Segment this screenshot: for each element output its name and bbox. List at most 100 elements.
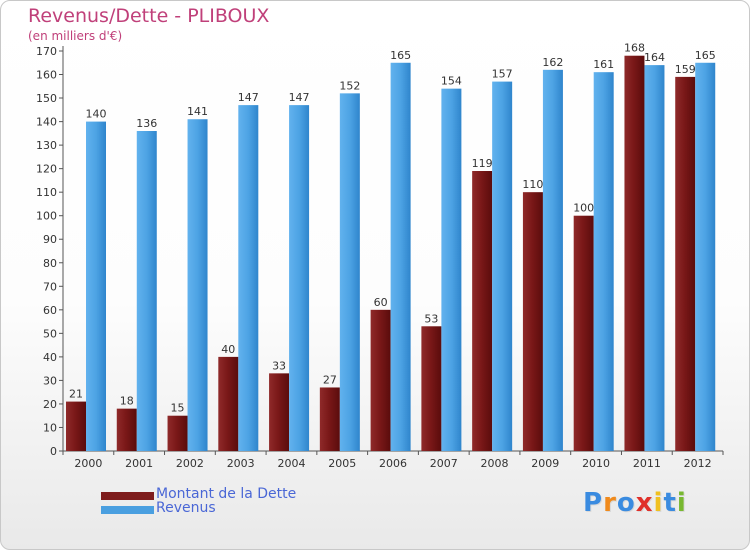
logo-letter: o xyxy=(616,488,636,518)
data-label: 168 xyxy=(624,42,645,55)
data-label: 164 xyxy=(644,51,665,64)
chart-title: Revenus/Dette - PLIBOUX xyxy=(28,5,270,27)
data-label: 157 xyxy=(492,68,513,81)
x-tick-label: 2007 xyxy=(430,457,458,470)
bar-debt xyxy=(269,373,290,451)
y-tick-label: 10 xyxy=(43,421,57,434)
x-tick-label: 2011 xyxy=(633,457,661,470)
y-tick-label: 20 xyxy=(43,398,57,411)
data-label: 100 xyxy=(573,202,594,215)
bar-revenue xyxy=(441,88,462,451)
data-label: 165 xyxy=(390,49,411,62)
x-tick-label: 2003 xyxy=(227,457,255,470)
data-labels: 21 140 18 136 15 141 40 147 33 147 27 152 60 165 53 154… xyxy=(69,42,716,415)
bar-debt xyxy=(66,401,86,451)
data-label: 141 xyxy=(187,105,208,118)
bar-revenue xyxy=(542,69,563,451)
bar-revenue xyxy=(187,119,208,451)
data-label: 162 xyxy=(542,56,563,69)
bar-revenue xyxy=(492,81,513,452)
x-tick-label: 2010 xyxy=(582,457,610,470)
bar-debt xyxy=(421,326,442,451)
bar-revenue xyxy=(289,105,310,451)
data-label: 159 xyxy=(675,63,696,76)
data-label: 161 xyxy=(593,58,614,71)
data-label: 119 xyxy=(472,157,493,170)
x-tick-label: 2000 xyxy=(74,457,102,470)
data-label: 136 xyxy=(136,117,157,130)
bar-revenue xyxy=(644,65,665,451)
legend-swatch-debt xyxy=(101,492,154,500)
logo-letter: i xyxy=(653,488,664,518)
data-label: 110 xyxy=(522,178,543,191)
x-tick-label: 2009 xyxy=(531,457,559,470)
logo-letter: P xyxy=(583,488,604,518)
logo-letter: x xyxy=(635,488,654,518)
y-tick-label: 70 xyxy=(43,280,57,293)
y-tick-label: 130 xyxy=(36,139,57,152)
bar-debt xyxy=(522,192,543,452)
data-label: 21 xyxy=(69,388,83,401)
data-label: 60 xyxy=(374,296,388,309)
data-label: 152 xyxy=(339,79,360,92)
x-tick-label: 2012 xyxy=(684,457,712,470)
x-tick-label: 2005 xyxy=(328,457,356,470)
y-tick-label: 40 xyxy=(43,351,57,364)
y-tick-label: 0 xyxy=(50,445,57,458)
proxiti-logo: Proxiti xyxy=(583,488,687,518)
bar-debt xyxy=(116,408,137,451)
logo-letter: r xyxy=(603,488,617,518)
bar-revenue xyxy=(339,93,360,452)
x-tick-label: 2004 xyxy=(277,457,305,470)
bar-debt xyxy=(675,76,696,451)
bar-debt xyxy=(472,171,493,451)
y-tick-label: 110 xyxy=(36,186,57,199)
logo-letter: i xyxy=(676,488,687,518)
bar-revenue xyxy=(136,131,157,451)
y-tick-label: 120 xyxy=(36,163,57,176)
legend-label-debt: Montant de la Dette xyxy=(156,486,297,502)
y-tick-label: 160 xyxy=(36,69,57,82)
bar-revenue xyxy=(390,62,411,451)
bar-revenue xyxy=(593,72,614,452)
x-tick-label: 2006 xyxy=(379,457,407,470)
y-tick-label: 140 xyxy=(36,116,57,129)
y-tick-label: 150 xyxy=(36,92,57,105)
chart-subtitle: (en milliers d'€) xyxy=(28,29,123,43)
bar-debt xyxy=(624,55,645,452)
bar-revenue xyxy=(86,121,106,452)
x-tick-label: 2008 xyxy=(481,457,509,470)
y-tick-label: 100 xyxy=(36,210,57,223)
y-tick-label: 170 xyxy=(36,45,57,58)
logo-letter: t xyxy=(663,488,677,518)
bars xyxy=(66,55,716,452)
data-label: 15 xyxy=(171,402,185,415)
bar-debt xyxy=(218,356,239,451)
bar-debt xyxy=(573,215,594,451)
data-label: 40 xyxy=(221,343,235,356)
y-tick-label: 80 xyxy=(43,257,57,270)
data-label: 147 xyxy=(238,91,259,104)
data-label: 33 xyxy=(272,359,286,372)
y-tick-label: 90 xyxy=(43,233,57,246)
legend-swatch-revenue xyxy=(101,506,154,514)
x-tick-label: 2002 xyxy=(176,457,204,470)
bar-revenue xyxy=(695,62,716,451)
y-tick-label: 30 xyxy=(43,374,57,387)
y-tick-label: 60 xyxy=(43,304,57,317)
bar-debt xyxy=(319,387,340,451)
data-label: 140 xyxy=(86,108,107,121)
x-tick-label: 2001 xyxy=(125,457,153,470)
data-label: 165 xyxy=(695,49,716,62)
data-label: 18 xyxy=(120,395,134,408)
y-tick-label: 50 xyxy=(43,327,57,340)
data-label: 53 xyxy=(424,312,438,325)
bar-debt xyxy=(167,415,188,451)
data-label: 147 xyxy=(289,91,310,104)
legend-label-revenue: Revenus xyxy=(156,500,216,516)
bar-debt xyxy=(370,309,391,451)
data-label: 154 xyxy=(441,75,462,88)
data-label: 27 xyxy=(323,373,337,386)
